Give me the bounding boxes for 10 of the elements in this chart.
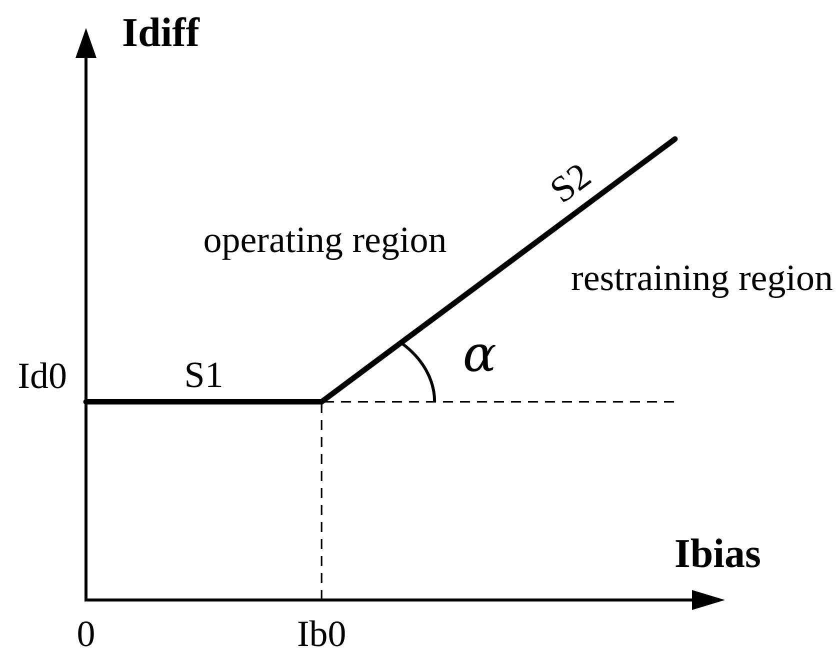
annotation: operating region (203, 220, 447, 261)
series-label: S1 (184, 354, 224, 396)
y-axis-title: Idiff (122, 9, 201, 55)
annotation: α (462, 324, 496, 383)
text: S2 (542, 155, 599, 212)
x-tick-label: Ib0 (296, 614, 346, 653)
annotation: restraining region (571, 258, 833, 299)
ref-line-label: Id0 (18, 356, 67, 397)
x-axis-title: Ibias (674, 530, 761, 576)
x-tick-label: 0 (76, 614, 96, 653)
